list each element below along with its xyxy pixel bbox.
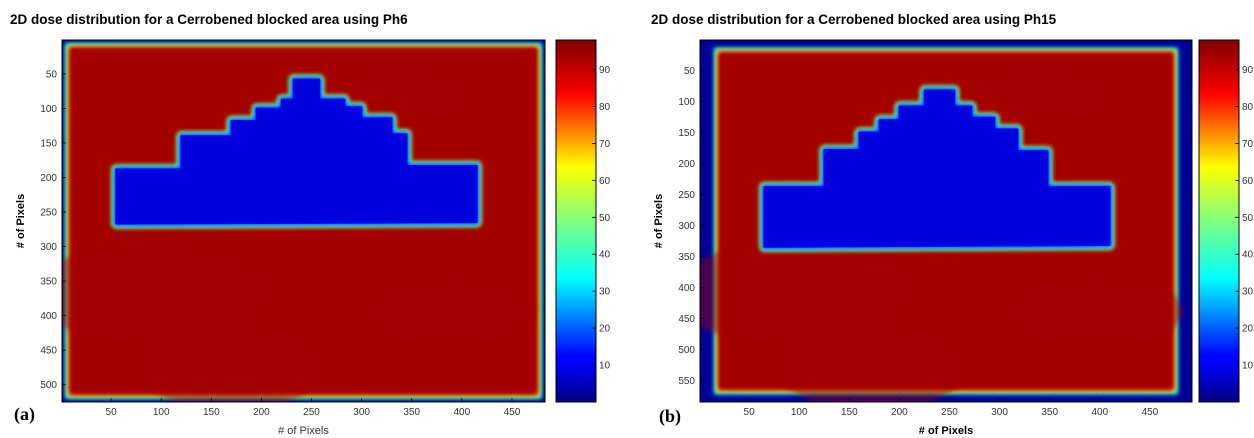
colorbar-tick-label: 30 [1242, 287, 1254, 298]
chart-title: 2D dose distribution for a Cerrobened bl… [651, 12, 1057, 27]
y-tick-label: 500 [678, 345, 695, 356]
panel-label: (a) [14, 404, 35, 425]
x-axis-label: # of Pixels [919, 425, 973, 437]
colorbar-tick-label: 60 [599, 176, 611, 187]
y-axis-label: # of Pixels [15, 194, 27, 248]
x-tick-label: 150 [841, 407, 858, 418]
colorbar-tick-label: 60 [1242, 176, 1254, 187]
y-tick-label: 500 [40, 380, 57, 391]
dose-variation [62, 239, 280, 348]
plot-frame [699, 39, 1193, 403]
heatmap-chart-a: 50 100 150 200 250 300 350 400 450 50 100 150 200 250… [14, 39, 611, 437]
heatmap-chart-b: 50 100 150 200 250 300 350 400 450 50 100 150 200 250… [653, 39, 1254, 437]
heatmap-area [700, 40, 1192, 402]
y-tick-label: 150 [678, 128, 695, 139]
y-tick-label: 450 [40, 346, 57, 357]
y-axis-label: # of Pixels [653, 194, 665, 248]
y-tick-label: 150 [40, 138, 57, 149]
colorbar-tick-label: 10 [599, 361, 611, 372]
colorbar-tick-label: 40 [1242, 250, 1254, 261]
y-tick-label: 350 [40, 277, 57, 288]
x-tick-label: 150 [203, 407, 220, 418]
x-tick-label: 250 [303, 407, 320, 418]
y-tick-label: 450 [678, 314, 695, 325]
panel-label: (b) [659, 406, 681, 427]
x-tick-label: 200 [891, 407, 908, 418]
panel-a: 2D dose distribution for a Cerrobened bl… [10, 12, 611, 437]
x-tick-label: 300 [991, 407, 1008, 418]
y-tick-label: 400 [40, 311, 57, 322]
x-tick-label: 400 [453, 407, 470, 418]
y-tick-label: 250 [40, 208, 57, 219]
y-tick-label: 300 [40, 242, 57, 253]
dose-variation [1005, 272, 1183, 351]
colorbar [1198, 39, 1240, 403]
y-tick-label: 200 [40, 173, 57, 184]
x-tick-label: 300 [353, 407, 370, 418]
colorbar [555, 39, 597, 403]
dose-variation [970, 61, 1119, 127]
y-tick-label: 400 [678, 283, 695, 294]
y-tick-label: 100 [40, 104, 57, 115]
x-tick-label: 50 [744, 407, 756, 418]
colorbar-tick-label: 30 [599, 287, 611, 298]
x-tick-label: 200 [253, 407, 270, 418]
colorbar-tick-label: 10 [1242, 361, 1254, 372]
dose-variation [361, 272, 536, 351]
x-tick-label: 350 [403, 407, 420, 418]
chart-title: 2D dose distribution for a Cerrobened bl… [10, 12, 408, 27]
blocked-area [763, 89, 1111, 248]
colorbar-tick-label: 20 [1242, 324, 1254, 335]
panel-b: 2D dose distribution for a Cerrobened bl… [627, 0, 1254, 438]
colorbar-tick-label: 40 [599, 250, 611, 261]
y-tick-label: 550 [678, 376, 695, 387]
heatmap-area [62, 40, 545, 402]
plot-frame [61, 39, 546, 403]
y-tick-label: 200 [678, 159, 695, 170]
x-tick-label: 450 [1142, 407, 1159, 418]
colorbar-tick-label: 70 [1242, 139, 1254, 150]
x-tick-label: 350 [1041, 407, 1058, 418]
y-tick-label: 50 [684, 66, 696, 77]
colorbar-tick-label: 50 [1242, 213, 1254, 224]
colorbar-tick-label: 90 [1242, 65, 1254, 76]
colorbar-tick-label: 70 [599, 139, 611, 150]
x-tick-label: 100 [791, 407, 808, 418]
x-axis-label: # of Pixels [278, 425, 329, 437]
x-tick-label: 250 [941, 407, 958, 418]
colorbar-tick-label: 80 [599, 102, 611, 113]
y-tick-label: 350 [678, 252, 695, 263]
dose-variation [134, 322, 328, 402]
colorbar-tick-label: 90 [599, 65, 611, 76]
x-tick-label: 450 [504, 407, 521, 418]
colorbar-tick-label: 80 [1242, 102, 1254, 113]
dose-variation [773, 322, 971, 402]
colorbar-tick-label: 50 [599, 213, 611, 224]
blocked-area [115, 78, 478, 225]
x-tick-label: 400 [1091, 407, 1108, 418]
x-tick-label: 100 [153, 407, 170, 418]
y-tick-label: 100 [678, 97, 695, 108]
y-tick-label: 50 [46, 69, 58, 80]
x-tick-label: 50 [106, 407, 118, 418]
y-tick-label: 250 [678, 190, 695, 201]
y-tick-label: 300 [678, 221, 695, 232]
colorbar-tick-label: 20 [599, 324, 611, 335]
dose-variation [700, 239, 922, 348]
